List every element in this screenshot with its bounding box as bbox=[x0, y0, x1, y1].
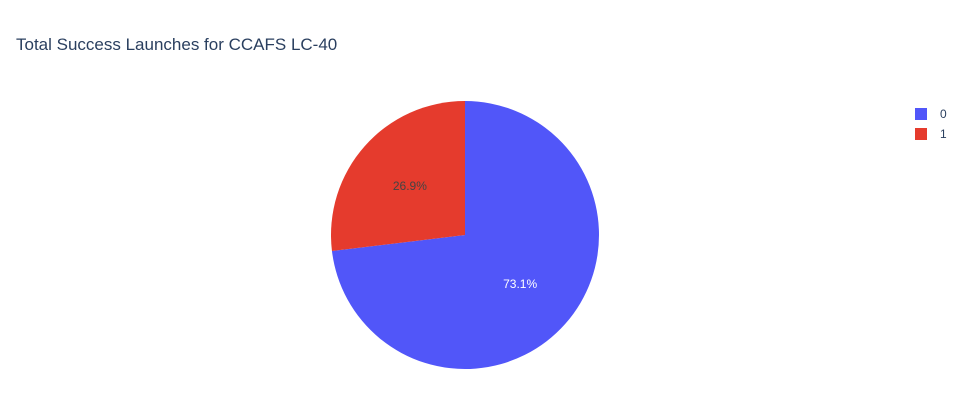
legend-item-0[interactable]: 0 bbox=[915, 107, 947, 121]
slice-percent-label-1: 26.9% bbox=[393, 179, 427, 193]
pie-slice-1[interactable] bbox=[330, 101, 465, 251]
legend-swatch-1 bbox=[915, 128, 927, 140]
legend-item-1[interactable]: 1 bbox=[915, 127, 947, 141]
legend-swatch-0 bbox=[915, 108, 927, 120]
pie-slice-0[interactable] bbox=[331, 101, 599, 369]
legend-label-1: 1 bbox=[940, 127, 947, 141]
slice-percent-label-0: 73.1% bbox=[503, 277, 537, 291]
legend-label-0: 0 bbox=[940, 107, 947, 121]
chart-title: Total Success Launches for CCAFS LC-40 bbox=[16, 35, 337, 54]
legend: 01 bbox=[915, 107, 947, 141]
pie-group: 73.1% 26.9% bbox=[330, 101, 599, 369]
